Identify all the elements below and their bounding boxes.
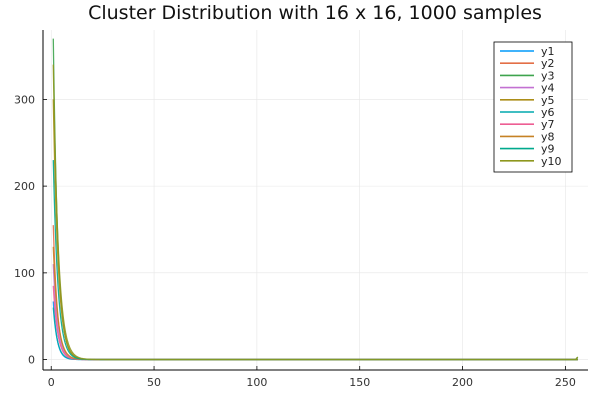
y-tick-label-1: 100	[14, 267, 35, 280]
x-tick-label-4: 200	[452, 376, 473, 389]
legend-label-y8: y8	[541, 130, 555, 143]
ticks: 0 50 100 150 200 250 0 100 200 300	[14, 93, 576, 389]
y-tick-label-0: 0	[28, 354, 35, 367]
y-tick-label-3: 300	[14, 93, 35, 106]
legend-box	[493, 41, 573, 173]
legend-label-y5: y5	[541, 94, 555, 107]
series-line-y10	[52, 64, 579, 361]
legend-label-y1: y1	[541, 45, 555, 58]
legend-label-y2: y2	[541, 57, 555, 70]
series-group	[52, 38, 579, 361]
axes	[42, 30, 588, 371]
x-tick-label-0: 0	[48, 376, 55, 389]
x-tick-label-1: 50	[147, 376, 161, 389]
x-tick-label-5: 250	[555, 376, 576, 389]
legend-label-y4: y4	[541, 82, 555, 95]
chart-title: Cluster Distribution with 16 x 16, 1000 …	[88, 2, 542, 24]
legend-label-y6: y6	[541, 106, 555, 119]
x-tick-label-2: 100	[246, 376, 267, 389]
legend-label-y10: y10	[541, 155, 562, 168]
y-tick-label-2: 200	[14, 180, 35, 193]
legend-label-y7: y7	[541, 118, 555, 131]
legend-label-y9: y9	[541, 143, 555, 156]
x-tick-label-3: 150	[349, 376, 370, 389]
legend-label-y3: y3	[541, 69, 555, 82]
